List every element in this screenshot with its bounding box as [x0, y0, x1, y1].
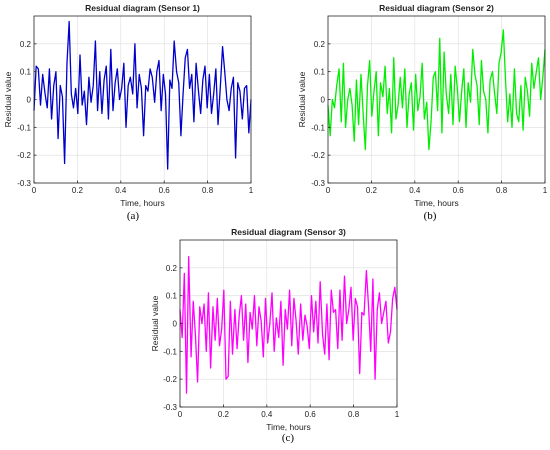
y-tick-label: 0.2: [20, 40, 32, 49]
series-line: [33, 20, 252, 170]
chart-panel-3: 0 0.2 0.4 0.6 0.8 1 -0.3 -0.2 -0.1 0 0.1 0.2 Residua…: [150, 227, 400, 444]
x-axis-label: Time, hours: [266, 422, 311, 432]
x-tick-label: 1: [543, 186, 548, 195]
x-axis-label: Time, hours: [414, 198, 459, 208]
y-tick-label: 0.2: [166, 264, 178, 273]
chart-title: Residual diagram (Sensor 1): [85, 3, 200, 13]
y-tick-label: -0.2: [311, 151, 325, 160]
chart-title: Residual diagram (Sensor 2): [379, 3, 494, 13]
panel-caption: (c): [282, 432, 295, 444]
y-tick-label: 0: [173, 320, 178, 329]
x-tick-label: 0.8: [202, 186, 214, 195]
y-axis-label: Residual value: [297, 71, 307, 127]
panel-caption: (a): [127, 210, 140, 222]
y-axis-label: Residual value: [3, 71, 13, 127]
x-tick-label: 0.2: [72, 186, 84, 195]
x-tick-label: 0.4: [115, 186, 127, 195]
y-tick-label: 0.1: [314, 68, 326, 77]
x-tick-label: 0: [178, 410, 183, 419]
x-tick-label: 0.6: [305, 410, 317, 419]
panel-caption: (b): [424, 210, 437, 222]
y-tick-label: -0.2: [163, 375, 177, 384]
x-tick-label: 0.4: [261, 410, 273, 419]
x-tick-label: 0.4: [409, 186, 421, 195]
x-tick-label: 0: [326, 186, 331, 195]
x-tick-label: 0.8: [348, 410, 360, 419]
y-tick-label: 0: [321, 96, 326, 105]
y-axis-label: Residual value: [150, 295, 160, 351]
y-tick-label: -0.2: [17, 151, 31, 160]
chart-panel-2: 0 0.2 0.4 0.6 0.8 1 -0.3 -0.2 -0.1 0 0.1 0.2 Residua…: [297, 3, 548, 222]
x-tick-label: 1: [395, 410, 400, 419]
x-tick-label: 0.8: [496, 186, 508, 195]
x-tick-label: 0.6: [159, 186, 171, 195]
y-tick-label: -0.1: [163, 347, 177, 356]
y-tick-label: -0.3: [17, 179, 31, 188]
y-tick-label: 0.1: [20, 68, 32, 77]
x-tick-label: 0.6: [453, 186, 465, 195]
series-line: [327, 29, 546, 151]
x-tick-label: 1: [249, 186, 254, 195]
x-tick-label: 0.2: [366, 186, 378, 195]
y-tick-label: 0.2: [314, 40, 326, 49]
y-tick-label: -0.3: [163, 403, 177, 412]
x-tick-label: 0: [32, 186, 37, 195]
y-tick-label: 0: [27, 96, 32, 105]
chart-panel-1: 0 0.2 0.4 0.6 0.8 1 -0.3 -0.2 -0.1 0 0.1 0.2 Residua…: [3, 3, 254, 222]
y-tick-label: -0.1: [17, 123, 31, 132]
y-tick-label: -0.3: [311, 179, 325, 188]
series-line: [179, 256, 398, 394]
x-axis-label: Time, hours: [120, 198, 165, 208]
y-tick-label: 0.1: [166, 292, 178, 301]
y-tick-label: -0.1: [311, 123, 325, 132]
chart-title: Residual diagram (Sensor 3): [231, 227, 346, 237]
x-tick-label: 0.2: [218, 410, 230, 419]
